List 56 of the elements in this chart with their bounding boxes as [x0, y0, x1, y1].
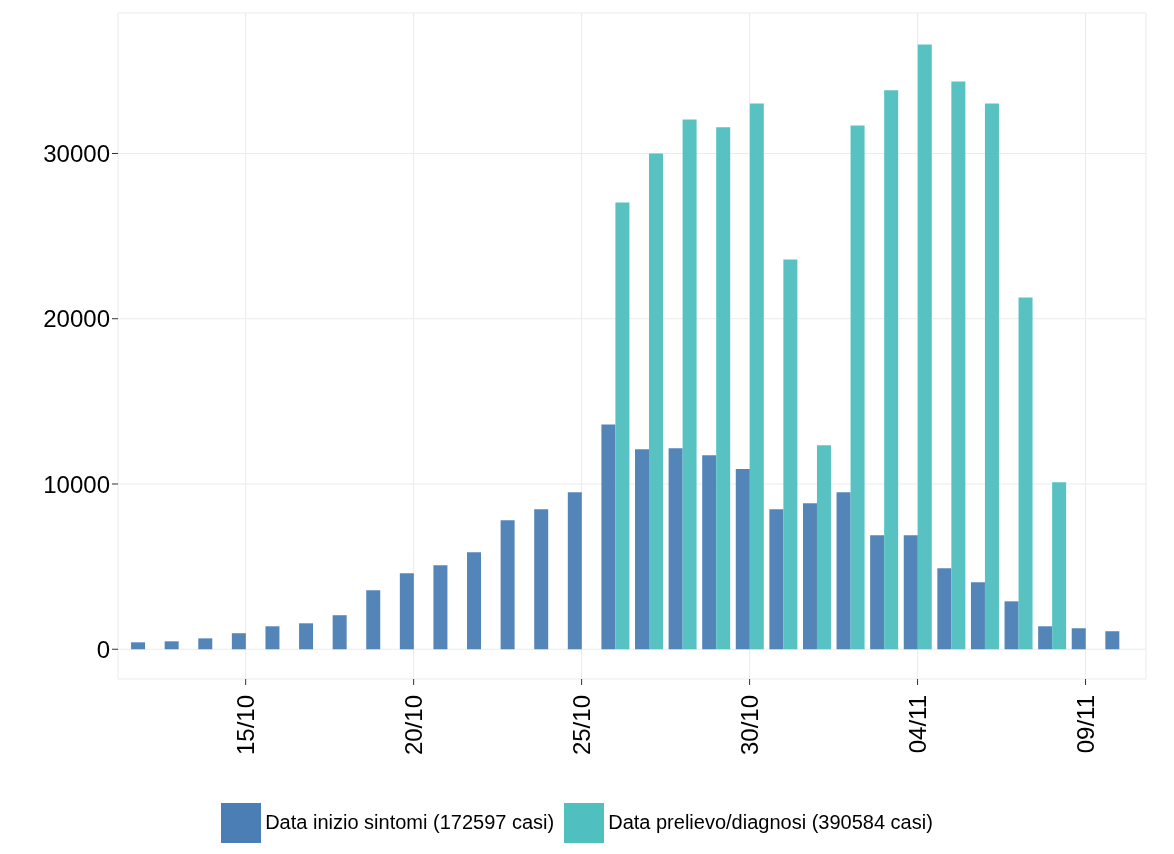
- bar: [816, 445, 831, 650]
- bar: [366, 590, 381, 650]
- y-tick-label: 0: [96, 635, 110, 663]
- bar: [265, 626, 280, 650]
- bar: [299, 623, 314, 650]
- y-tick-label: 20000: [43, 305, 110, 333]
- bar: [198, 638, 213, 650]
- bar: [131, 642, 146, 650]
- bar: [534, 509, 549, 650]
- x-tick-label: 20/10: [400, 695, 428, 756]
- x-tick-label: 04/11: [904, 695, 932, 754]
- y-tick-label: 30000: [43, 139, 110, 167]
- bar: [884, 90, 899, 650]
- bar: [749, 103, 764, 650]
- bar: [467, 552, 482, 650]
- bar: [716, 127, 731, 650]
- bar: [1004, 601, 1019, 650]
- bar: [399, 573, 414, 650]
- bar: [836, 492, 851, 650]
- bar: [601, 424, 616, 650]
- bar: [567, 492, 582, 650]
- x-tick-label: 25/10: [568, 695, 596, 756]
- bar: [1038, 626, 1053, 650]
- bar: [970, 582, 985, 650]
- bar: [903, 535, 918, 650]
- bar: [735, 469, 750, 650]
- bar: [1052, 482, 1067, 650]
- bar: [802, 503, 817, 650]
- bar: [682, 119, 697, 650]
- legend-label: Data inizio sintomi (172597 casi): [265, 811, 555, 834]
- bar: [917, 44, 932, 650]
- x-tick-label: 30/10: [736, 695, 764, 756]
- bar: [951, 81, 966, 650]
- bar: [702, 455, 717, 650]
- bar: [769, 509, 784, 650]
- legend-label: Data prelievo/diagnosi (390584 casi): [608, 811, 933, 834]
- bar: [783, 259, 798, 650]
- bar: [850, 125, 865, 650]
- y-tick-label: 10000: [43, 470, 110, 498]
- bar: [433, 565, 448, 650]
- bar: [937, 568, 952, 650]
- bar: [668, 448, 683, 650]
- bar: [649, 153, 663, 650]
- bar: [615, 202, 630, 650]
- bar: [984, 103, 999, 650]
- bar: [164, 641, 179, 650]
- bar: [1105, 631, 1120, 650]
- bar: [1071, 628, 1086, 650]
- bar: [635, 449, 649, 650]
- bar: [870, 535, 885, 650]
- bar: [1018, 297, 1033, 650]
- x-tick-label: 09/11: [1072, 695, 1100, 754]
- bar: [231, 633, 246, 650]
- bar: [500, 520, 515, 650]
- bar: [332, 615, 347, 650]
- x-tick-label: 15/10: [232, 695, 260, 756]
